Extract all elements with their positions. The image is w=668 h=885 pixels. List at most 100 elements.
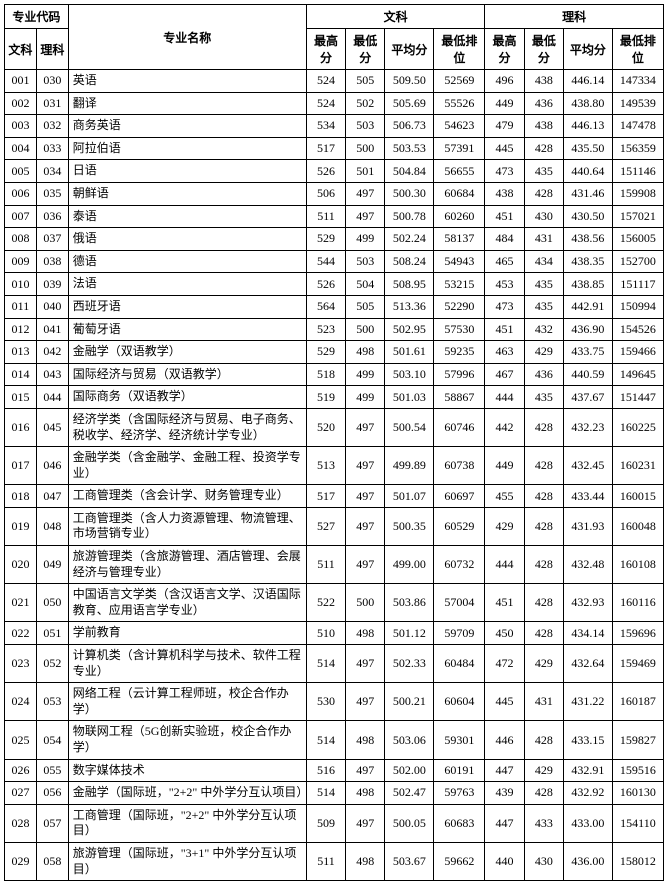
cell-wen-min: 505 [346,295,385,318]
cell-wen-avg: 502.24 [385,228,434,251]
cell-major-name: 数字媒体技术 [68,759,306,782]
header-code-wen: 文科 [5,29,37,70]
cell-major-name: 中国语言文学类（含汉语言文学、汉语国际教育、应用语言学专业） [68,584,306,622]
cell-li-avg: 436.90 [563,318,612,341]
table-row: 028057工商管理（国际班，"2+2" 中外学分互认项目）509497500.… [5,804,664,842]
cell-major-name: 经济学类（含国际经济与贸易、电子商务、税收学、经济学、经济统计学专业） [68,408,306,446]
cell-li-avg: 442.91 [563,295,612,318]
cell-li-avg: 434.14 [563,622,612,645]
cell-li-rank: 160231 [612,447,663,485]
cell-wen-rank: 56655 [434,160,485,183]
cell-li-rank: 147334 [612,70,663,93]
cell-code-wen: 015 [5,386,37,409]
cell-major-name: 工商管理类（含人力资源管理、物流管理、市场营销专业） [68,507,306,545]
cell-major-name: 翻译 [68,92,306,115]
cell-wen-max: 513 [306,447,345,485]
cell-li-min: 435 [524,273,563,296]
cell-wen-min: 497 [346,408,385,446]
cell-major-name: 阿拉伯语 [68,137,306,160]
cell-code-wen: 027 [5,782,37,805]
cell-major-name: 网络工程（云计算工程师班，校企合作办学） [68,683,306,721]
cell-li-max: 447 [485,759,524,782]
cell-major-name: 金融学（双语教学） [68,341,306,364]
cell-code-wen: 009 [5,250,37,273]
cell-li-rank: 160108 [612,546,663,584]
cell-li-max: 467 [485,363,524,386]
cell-wen-rank: 57004 [434,584,485,622]
cell-li-rank: 149539 [612,92,663,115]
cell-major-name: 物联网工程（5G创新实验班，校企合作办学） [68,721,306,759]
cell-wen-rank: 60260 [434,205,485,228]
cell-li-avg: 438.80 [563,92,612,115]
cell-wen-min: 500 [346,584,385,622]
cell-code-li: 054 [36,721,68,759]
cell-wen-avg: 503.10 [385,363,434,386]
cell-wen-rank: 60484 [434,645,485,683]
cell-li-max: 496 [485,70,524,93]
cell-li-rank: 151447 [612,386,663,409]
cell-li-min: 428 [524,447,563,485]
table-row: 005034日语526501504.8456655473435440.64151… [5,160,664,183]
cell-wen-avg: 500.54 [385,408,434,446]
cell-wen-max: 516 [306,759,345,782]
cell-wen-rank: 60684 [434,182,485,205]
table-row: 009038德语544503508.2454943465434438.35152… [5,250,664,273]
cell-li-max: 445 [485,137,524,160]
cell-li-avg: 437.67 [563,386,612,409]
cell-code-li: 053 [36,683,68,721]
cell-code-li: 058 [36,842,68,880]
cell-code-li: 050 [36,584,68,622]
cell-li-min: 428 [524,137,563,160]
cell-code-li: 035 [36,182,68,205]
cell-li-max: 439 [485,782,524,805]
table-row: 001030英语524505509.5052569496438446.14147… [5,70,664,93]
cell-code-li: 040 [36,295,68,318]
cell-li-min: 433 [524,804,563,842]
cell-wen-avg: 501.03 [385,386,434,409]
cell-code-wen: 002 [5,92,37,115]
header-wen-min: 最低分 [346,29,385,70]
cell-major-name: 工商管理（国际班，"2+2" 中外学分互认项目） [68,804,306,842]
cell-wen-max: 511 [306,546,345,584]
table-row: 008037俄语529499502.2458137484431438.56156… [5,228,664,251]
cell-wen-max: 511 [306,842,345,880]
cell-major-name: 学前教育 [68,622,306,645]
cell-li-max: 442 [485,408,524,446]
cell-code-li: 030 [36,70,68,93]
cell-li-max: 447 [485,804,524,842]
cell-code-wen: 020 [5,546,37,584]
cell-li-max: 449 [485,92,524,115]
table-row: 019048工商管理类（含人力资源管理、物流管理、市场营销专业）52749750… [5,507,664,545]
table-row: 007036泰语511497500.7860260451430430.50157… [5,205,664,228]
cell-major-name: 葡萄牙语 [68,318,306,341]
cell-wen-rank: 60191 [434,759,485,782]
header-li-min: 最低分 [524,29,563,70]
cell-li-rank: 151146 [612,160,663,183]
cell-code-li: 051 [36,622,68,645]
cell-wen-min: 497 [346,205,385,228]
cell-major-name: 俄语 [68,228,306,251]
cell-li-min: 428 [524,782,563,805]
cell-code-wen: 029 [5,842,37,880]
cell-li-rank: 149645 [612,363,663,386]
cell-code-wen: 008 [5,228,37,251]
cell-wen-rank: 59235 [434,341,485,364]
cell-li-min: 428 [524,507,563,545]
cell-code-wen: 014 [5,363,37,386]
table-row: 012041葡萄牙语523500502.9557530451432436.901… [5,318,664,341]
cell-code-li: 057 [36,804,68,842]
cell-li-rank: 160116 [612,584,663,622]
cell-wen-min: 497 [346,447,385,485]
cell-wen-rank: 53215 [434,273,485,296]
table-row: 006035朝鲜语506497500.3060684438428431.4615… [5,182,664,205]
cell-wen-min: 497 [346,759,385,782]
cell-wen-avg: 502.95 [385,318,434,341]
cell-wen-max: 524 [306,70,345,93]
cell-code-li: 046 [36,447,68,485]
header-wen-avg: 平均分 [385,29,434,70]
cell-li-max: 473 [485,160,524,183]
cell-wen-min: 505 [346,70,385,93]
header-major-code: 专业代码 [5,5,69,29]
cell-code-wen: 007 [5,205,37,228]
cell-li-max: 438 [485,182,524,205]
